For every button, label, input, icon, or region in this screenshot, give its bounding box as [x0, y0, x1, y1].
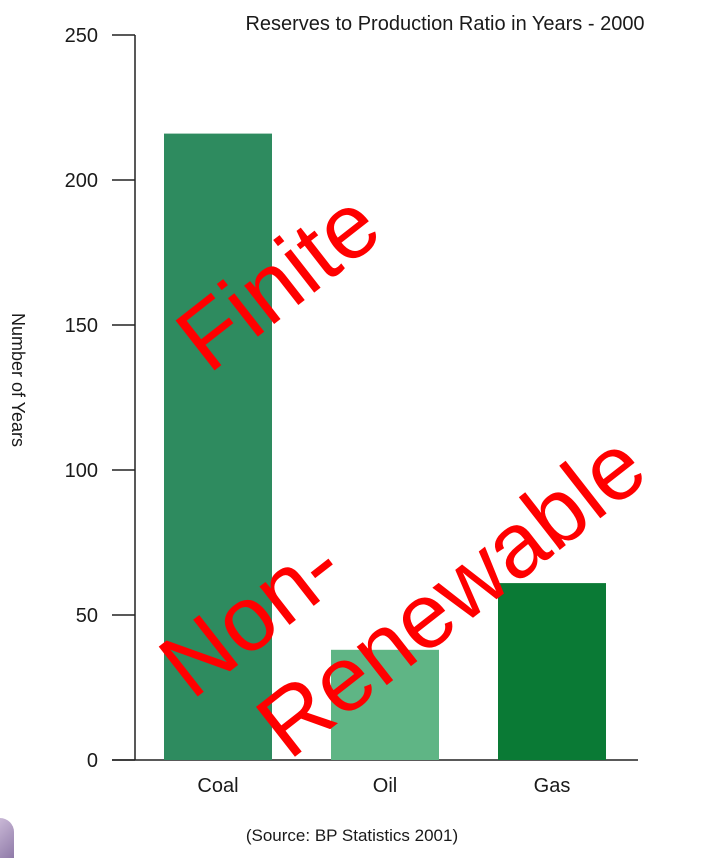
category-label-gas: Gas — [534, 775, 571, 797]
category-labels: Coal Oil Gas — [197, 775, 570, 797]
category-label-coal: Coal — [197, 775, 238, 797]
y-tick-label: 250 — [65, 25, 98, 47]
bar-oil — [331, 649, 439, 760]
y-tick-label: 50 — [76, 605, 98, 627]
corner-decoration — [0, 818, 14, 858]
y-tick-label: 0 — [87, 750, 98, 772]
bar-gas — [498, 583, 606, 760]
y-tick-label: 200 — [65, 170, 98, 192]
category-label-oil: Oil — [373, 775, 397, 797]
bar-coal — [164, 133, 272, 761]
chart-title: Reserves to Production Ratio in Years - … — [245, 13, 644, 35]
y-axis-label: Number of Years — [8, 313, 28, 447]
y-ticks: 0 50 100 150 200 250 — [65, 25, 135, 772]
source-note: (Source: BP Statistics 2001) — [246, 826, 458, 845]
bars — [164, 133, 606, 761]
y-tick-label: 100 — [65, 460, 98, 482]
y-tick-label: 150 — [65, 315, 98, 337]
